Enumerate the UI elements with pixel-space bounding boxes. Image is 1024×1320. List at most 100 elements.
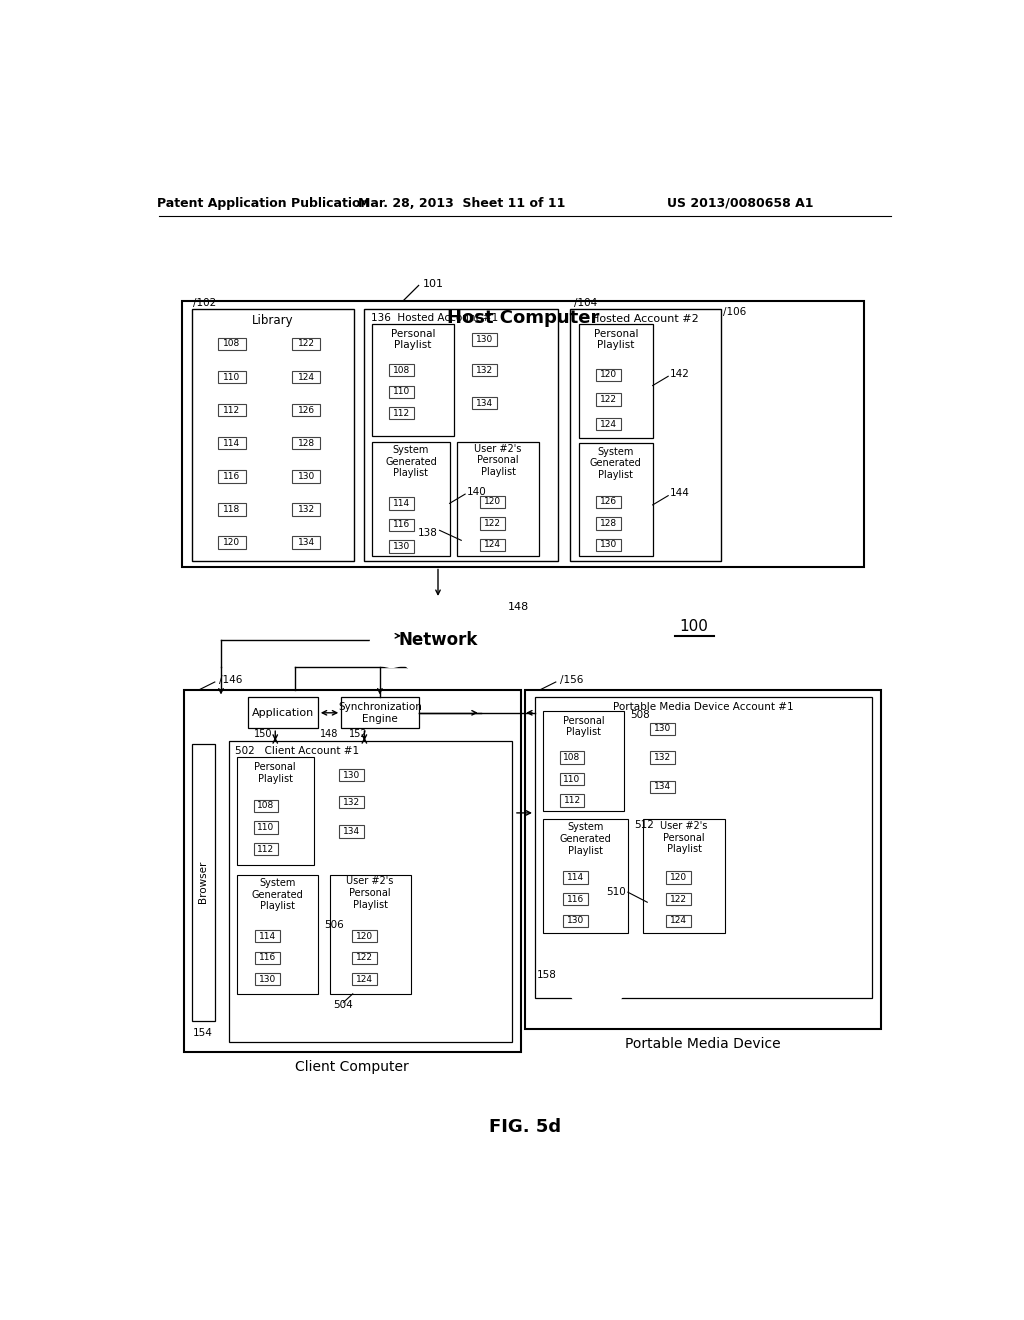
Bar [579,444,652,556]
Text: 158: 158 [537,970,556,979]
Text: 504: 504 [334,999,353,1010]
Text: Portable Media Device: Portable Media Device [626,1038,781,1051]
Text: 138: 138 [418,528,438,537]
Text: 100: 100 [679,619,709,634]
Text: 130: 130 [600,540,617,549]
Bar [218,536,246,549]
Text: 130: 130 [393,543,411,550]
Bar [372,323,454,436]
Bar [182,301,864,566]
Text: /106: /106 [723,308,746,317]
Text: 122: 122 [600,395,617,404]
Text: System
Generated
Playlist: System Generated Playlist [559,822,611,855]
Bar [563,915,588,927]
Bar [255,973,280,985]
Text: Mar. 28, 2013  Sheet 11 of 11: Mar. 28, 2013 Sheet 11 of 11 [357,197,565,210]
Bar [535,697,872,998]
Circle shape [406,581,471,645]
Text: 114: 114 [566,873,584,882]
Text: User #2's
Personal
Playlist: User #2's Personal Playlist [660,821,708,854]
Text: 148: 148 [508,602,529,612]
Text: Network: Network [398,631,477,649]
Bar [480,495,505,508]
Bar [596,539,621,552]
Text: 130: 130 [476,335,494,343]
Text: 152: 152 [349,730,368,739]
Bar [183,689,521,1052]
Bar [389,540,414,553]
Text: Personal
Playlist: Personal Playlist [594,329,638,350]
Bar [292,338,321,350]
Text: 116: 116 [566,895,584,904]
Text: 130: 130 [343,771,359,780]
Bar [292,437,321,449]
Text: 101: 101 [423,279,443,289]
Text: 114: 114 [259,932,276,941]
Text: FIG. 5d: FIG. 5d [488,1118,561,1137]
Bar [563,894,588,906]
Bar [352,952,377,964]
Circle shape [399,627,445,673]
Bar [389,498,414,510]
Text: 124: 124 [600,420,617,429]
Text: 112: 112 [393,409,411,417]
Text: 124: 124 [483,540,501,549]
Text: System
Generated
Playlist: System Generated Playlist [385,445,437,478]
Bar [579,323,652,438]
Bar [255,952,280,964]
Text: 502   Client Account #1: 502 Client Account #1 [234,746,359,755]
Bar [191,309,354,561]
Text: 132: 132 [343,797,359,807]
Text: System
Generated
Playlist: System Generated Playlist [590,446,642,480]
Text: 122: 122 [298,339,314,348]
Text: 122: 122 [483,519,501,528]
Bar [292,470,321,483]
Bar [563,871,588,884]
Text: 510: 510 [606,887,627,898]
Circle shape [411,611,465,665]
Bar [237,758,314,866]
Bar [472,333,497,346]
Text: User #2's
Personal
Playlist: User #2's Personal Playlist [346,876,394,909]
Bar [292,404,321,416]
Text: 120: 120 [223,539,241,546]
Text: 148: 148 [321,730,339,739]
Bar [330,875,411,994]
Text: 120: 120 [670,873,687,882]
Bar [650,780,675,793]
Bar [292,536,321,549]
Bar [650,723,675,735]
Text: Client Computer: Client Computer [296,1060,410,1074]
Bar [339,796,364,808]
Text: 130: 130 [566,916,584,925]
Bar [596,495,621,508]
Circle shape [430,627,477,673]
Bar [389,385,414,397]
Bar [560,751,585,763]
Bar [596,393,621,405]
Bar [352,929,377,942]
Text: 124: 124 [298,372,314,381]
Text: 506: 506 [324,920,344,929]
Text: 112: 112 [257,845,274,854]
Circle shape [463,624,506,668]
Bar [248,697,317,729]
Text: 108: 108 [393,366,411,375]
Circle shape [370,624,414,668]
Circle shape [567,952,627,1011]
Bar [372,442,450,556]
Bar [389,364,414,376]
Bar [254,843,279,855]
Bar [560,795,585,807]
Bar [650,751,675,763]
Bar [569,309,721,561]
Bar [218,503,246,516]
Bar [643,818,725,933]
Text: Hosted Account #2: Hosted Account #2 [592,314,699,325]
Bar [292,371,321,383]
Text: 150: 150 [254,730,272,739]
Text: 132: 132 [654,752,672,762]
Bar [292,503,321,516]
Text: Browser: Browser [199,861,208,903]
Bar [666,894,690,906]
